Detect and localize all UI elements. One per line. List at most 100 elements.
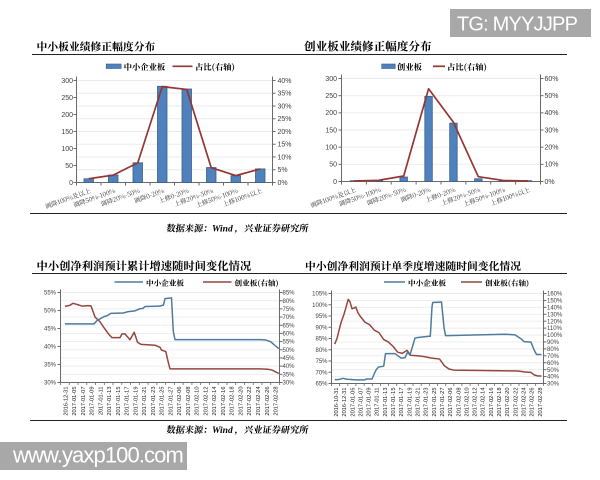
svg-text:2017-02-06: 2017-02-06	[448, 388, 454, 417]
svg-text:2016-12-31: 2016-12-31	[63, 387, 69, 416]
svg-text:2017-01-27: 2017-01-27	[168, 387, 174, 416]
svg-text:30%: 30%	[278, 103, 292, 110]
svg-text:65%: 65%	[283, 323, 296, 329]
svg-text:2016-10-31: 2016-10-31	[334, 388, 340, 417]
svg-text:50%: 50%	[283, 348, 296, 354]
svg-text:10%: 10%	[545, 162, 559, 169]
svg-text:2017-02-14: 2017-02-14	[481, 388, 487, 417]
svg-text:2017-01-07: 2017-01-07	[358, 388, 364, 417]
svg-text:5%: 5%	[278, 167, 288, 174]
svg-text:70%: 70%	[315, 370, 328, 376]
svg-text:130%: 130%	[547, 312, 563, 318]
svg-text:10%: 10%	[278, 154, 292, 161]
svg-text:55%: 55%	[44, 291, 57, 297]
svg-text:2017-02-16: 2017-02-16	[221, 387, 227, 416]
svg-text:2017-02-20: 2017-02-20	[505, 388, 511, 417]
svg-text:2017-02-22: 2017-02-22	[247, 387, 253, 416]
svg-text:0: 0	[333, 179, 337, 186]
svg-text:50: 50	[329, 162, 337, 169]
svg-text:Wind: Wind	[212, 426, 233, 436]
svg-text:2017-01-19: 2017-01-19	[133, 387, 139, 416]
svg-text:2017-01-09: 2017-01-09	[90, 387, 96, 416]
svg-text:2017-01-17: 2017-01-17	[399, 388, 405, 417]
svg-text:2017-02-24: 2017-02-24	[256, 387, 262, 416]
svg-text:80%: 80%	[547, 347, 560, 353]
svg-text:2017-02-18: 2017-02-18	[230, 387, 236, 416]
svg-text:2017-01-21: 2017-01-21	[416, 388, 422, 417]
svg-text:150%: 150%	[547, 299, 563, 305]
svg-text:40%: 40%	[283, 364, 296, 370]
svg-text:80%: 80%	[315, 348, 328, 354]
svg-text:55%: 55%	[283, 340, 296, 346]
svg-text:2017-02-28: 2017-02-28	[538, 388, 544, 417]
svg-text:90%: 90%	[547, 340, 560, 346]
svg-text:160%: 160%	[547, 292, 563, 298]
svg-text:50%: 50%	[547, 368, 560, 374]
svg-text:300: 300	[61, 78, 73, 85]
svg-text:50%: 50%	[44, 309, 57, 315]
svg-text:2017-01-09: 2017-01-09	[367, 388, 373, 417]
svg-text:2017-02-06: 2017-02-06	[177, 387, 183, 416]
svg-text:2017-01-23: 2017-01-23	[424, 388, 430, 417]
svg-text:www.yaxp100.com: www.yaxp100.com	[12, 443, 183, 468]
svg-text:2017-01-25: 2017-01-25	[432, 388, 438, 417]
svg-text:75%: 75%	[315, 359, 328, 365]
svg-text:60%: 60%	[283, 332, 296, 338]
svg-text:2017-02-10: 2017-02-10	[195, 387, 201, 416]
svg-text:0: 0	[69, 180, 73, 187]
svg-text:45%: 45%	[44, 327, 57, 333]
svg-text:60%: 60%	[545, 76, 559, 83]
svg-text:2017-02-10: 2017-02-10	[464, 388, 470, 417]
svg-text:2017-02-20: 2017-02-20	[238, 387, 244, 416]
svg-text:0%: 0%	[545, 179, 555, 186]
svg-text:150: 150	[61, 129, 73, 136]
svg-text:2017-01-11: 2017-01-11	[98, 387, 104, 416]
svg-text:95%: 95%	[315, 314, 328, 320]
svg-text:2017-01-07: 2017-01-07	[81, 387, 87, 416]
svg-text:30%: 30%	[283, 381, 296, 387]
svg-text:30%: 30%	[547, 382, 560, 388]
svg-text:40%: 40%	[547, 375, 560, 381]
svg-text:40%: 40%	[545, 110, 559, 117]
svg-text:2017-01-23: 2017-01-23	[151, 387, 157, 416]
svg-text:150: 150	[325, 127, 337, 134]
svg-text:2017-01-25: 2017-01-25	[160, 387, 166, 416]
svg-text:110%: 110%	[547, 326, 563, 332]
svg-text:100%: 100%	[312, 303, 328, 309]
svg-text:25%: 25%	[278, 116, 292, 123]
svg-text:50%: 50%	[545, 93, 559, 100]
svg-text:100%: 100%	[547, 333, 563, 339]
svg-text:300: 300	[325, 76, 337, 83]
svg-text:90%: 90%	[315, 325, 328, 331]
svg-text:105%: 105%	[312, 292, 328, 298]
svg-text:Wind: Wind	[212, 225, 233, 235]
svg-text:0%: 0%	[278, 180, 288, 187]
svg-text:2017-01-11: 2017-01-11	[375, 388, 381, 417]
svg-text:2017-01-05: 2017-01-05	[72, 387, 78, 416]
svg-text:60%: 60%	[547, 361, 560, 367]
svg-text:85%: 85%	[315, 337, 328, 343]
svg-text:30%: 30%	[44, 381, 57, 387]
svg-text:100: 100	[61, 146, 73, 153]
svg-text:2017-02-12: 2017-02-12	[203, 387, 209, 416]
svg-text:250: 250	[325, 93, 337, 100]
svg-text:30%: 30%	[545, 127, 559, 134]
svg-text:65%: 65%	[315, 382, 328, 388]
svg-text:2016-12-31: 2016-12-31	[342, 388, 348, 417]
svg-text:2017-01-15: 2017-01-15	[391, 388, 397, 417]
svg-text:2017-02-08: 2017-02-08	[456, 388, 462, 417]
svg-text:75%: 75%	[283, 307, 296, 313]
svg-text:2017-02-16: 2017-02-16	[489, 388, 495, 417]
svg-text:2017-01-21: 2017-01-21	[142, 387, 148, 416]
svg-text:50: 50	[65, 163, 73, 170]
svg-text:20%: 20%	[545, 145, 559, 152]
svg-text:20%: 20%	[278, 129, 292, 136]
svg-text:2017-02-26: 2017-02-26	[265, 387, 271, 416]
svg-text:70%: 70%	[283, 315, 296, 321]
svg-text:2017-01-13: 2017-01-13	[383, 388, 389, 417]
svg-text:200: 200	[61, 112, 73, 119]
svg-text:85%: 85%	[283, 291, 296, 297]
svg-text:15%: 15%	[278, 142, 292, 149]
svg-text:2017-02-28: 2017-02-28	[274, 387, 280, 416]
svg-text:40%: 40%	[44, 345, 57, 351]
